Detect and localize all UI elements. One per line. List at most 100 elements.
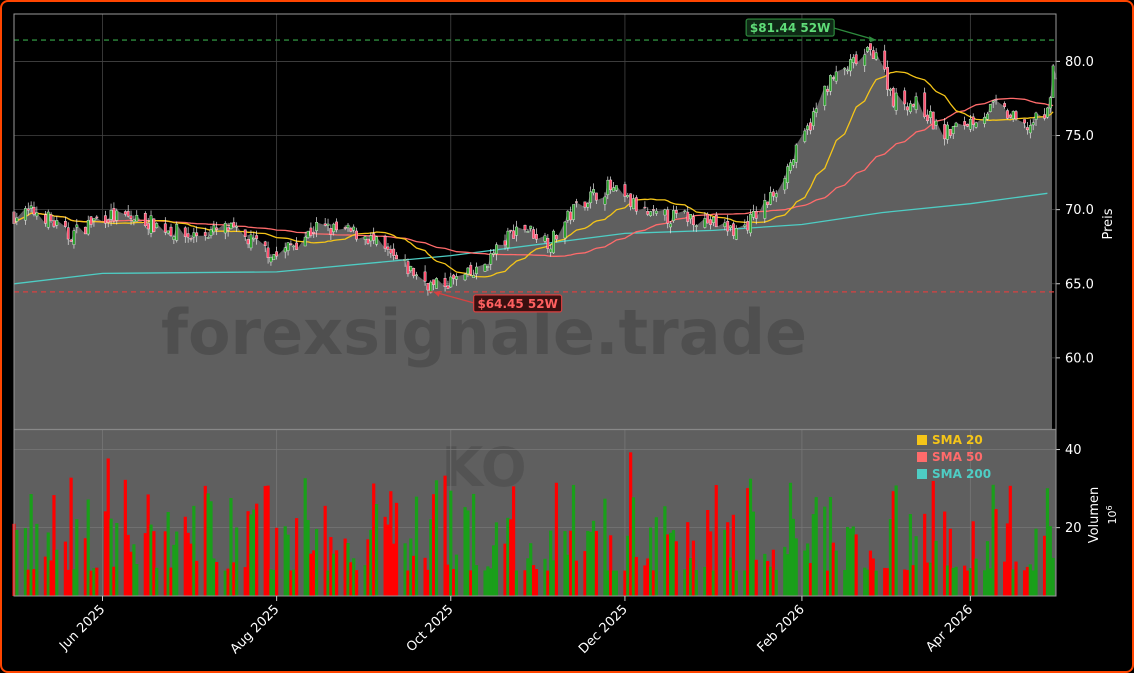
candle-body-71 (295, 242, 299, 250)
candle-body-144 (589, 191, 593, 204)
volume-bar-67 (283, 526, 287, 596)
candle-body-52 (223, 223, 227, 234)
candle-body-217 (883, 50, 887, 70)
volume-bar-2 (23, 528, 28, 596)
x-tick-label-4: Feb 2026 (755, 602, 808, 655)
candle-body-31 (135, 214, 139, 222)
volume-bar-239 (968, 568, 972, 596)
candle-body-119 (489, 253, 493, 265)
candle-body-43 (186, 233, 190, 238)
candle-body-225 (911, 104, 915, 107)
volume-bar-134 (549, 530, 553, 596)
candle-body-187 (763, 200, 767, 219)
candle-body-6 (35, 212, 39, 217)
volume-bar-101 (414, 496, 419, 596)
volume-bar-197 (803, 550, 807, 596)
volume-bar-245 (991, 484, 995, 596)
candle-body-37 (163, 223, 167, 233)
volume-bar-16 (75, 519, 79, 596)
volume-bar-40 (172, 544, 176, 596)
volume-bar-116 (474, 565, 479, 596)
volume-bar-214 (868, 550, 873, 596)
candle-body-147 (603, 196, 607, 205)
candle-body-83 (346, 224, 350, 229)
volume-bar-233 (945, 565, 950, 596)
volume-bar-88 (366, 539, 370, 596)
volume-bar-255 (1031, 570, 1035, 596)
volume-bar-171 (694, 570, 698, 596)
volume-bar-145 (591, 520, 596, 596)
volume-bar-152 (623, 570, 627, 596)
volume-bar-26 (115, 523, 119, 596)
candle-body-214 (869, 43, 872, 51)
volume-bar-150 (611, 570, 616, 596)
candle-body-157 (643, 206, 647, 209)
candle-body-68 (286, 242, 290, 251)
candle-body-260 (1051, 65, 1055, 98)
volume-bar-29 (129, 551, 133, 596)
candle-body-69 (289, 243, 293, 246)
candle-body-96 (395, 254, 398, 260)
candle-body-246 (994, 99, 998, 101)
candle-body-100 (412, 267, 416, 277)
candle-body-168 (686, 211, 690, 222)
candle-body-158 (646, 210, 650, 215)
volume-bar-65 (272, 570, 276, 596)
candle-body-76 (315, 222, 319, 231)
volume-bar-115 (472, 493, 476, 596)
volume-bar-143 (586, 530, 590, 596)
candle-body-163 (666, 209, 670, 224)
price-tick-label-1: 65.0 (1065, 277, 1094, 292)
candle-body-172 (703, 218, 707, 228)
volume-bar-83 (346, 543, 350, 596)
candle-body-241 (974, 122, 978, 128)
candle-body-222 (903, 90, 907, 105)
volume-bar-258 (1045, 488, 1050, 596)
candle-body-63 (266, 247, 270, 258)
candle-body-198 (806, 125, 810, 130)
candle-body-38 (166, 230, 170, 234)
candle-body-86 (355, 230, 358, 240)
volume-bar-254 (1028, 564, 1032, 596)
volume-bar-218 (885, 568, 890, 596)
volume-bar-188 (766, 561, 770, 596)
candle-body-18 (86, 220, 90, 235)
candle-body-64 (269, 257, 273, 263)
candle-body-139 (569, 211, 573, 221)
volume-bar-106 (434, 480, 439, 596)
volume-bar-7 (43, 556, 48, 596)
candle-body-220 (891, 88, 895, 107)
volume-bar-182 (743, 570, 747, 596)
candle-body-5 (32, 206, 36, 215)
x-tick-label-5: Apr 2026 (923, 602, 976, 655)
volume-bar-75 (312, 550, 316, 596)
candle-body-213 (866, 47, 869, 52)
candle-body-195 (791, 159, 795, 166)
candle-body-51 (215, 227, 219, 230)
volume-bar-222 (903, 569, 907, 596)
candle-body-11 (55, 220, 59, 226)
volume-bar-132 (543, 558, 547, 596)
candle-body-155 (632, 198, 635, 210)
volume-bar-113 (466, 510, 470, 596)
volume-bar-129 (529, 543, 533, 596)
volume-bar-174 (708, 531, 713, 596)
annotation-box-low (473, 294, 563, 313)
candle-body-112 (463, 274, 467, 281)
candle-body-29 (129, 215, 133, 219)
candle-body-12 (63, 221, 67, 227)
volume-bar-98 (406, 570, 410, 596)
candle-body-108 (446, 285, 450, 289)
volume-bar-62 (263, 485, 267, 596)
volume-bar-144 (589, 531, 593, 596)
price-y-label: Preis (1101, 208, 1116, 239)
candle-body-256 (1034, 112, 1038, 120)
volume-bar-76 (315, 528, 319, 596)
volume-bar-103 (426, 569, 430, 596)
candle-body-117 (483, 263, 487, 272)
candle-body-142 (583, 201, 587, 208)
volume-bar-230 (931, 480, 935, 596)
volume-grid (14, 430, 1056, 596)
volume-bar-111 (454, 554, 459, 596)
volume-bar-169 (688, 558, 693, 596)
